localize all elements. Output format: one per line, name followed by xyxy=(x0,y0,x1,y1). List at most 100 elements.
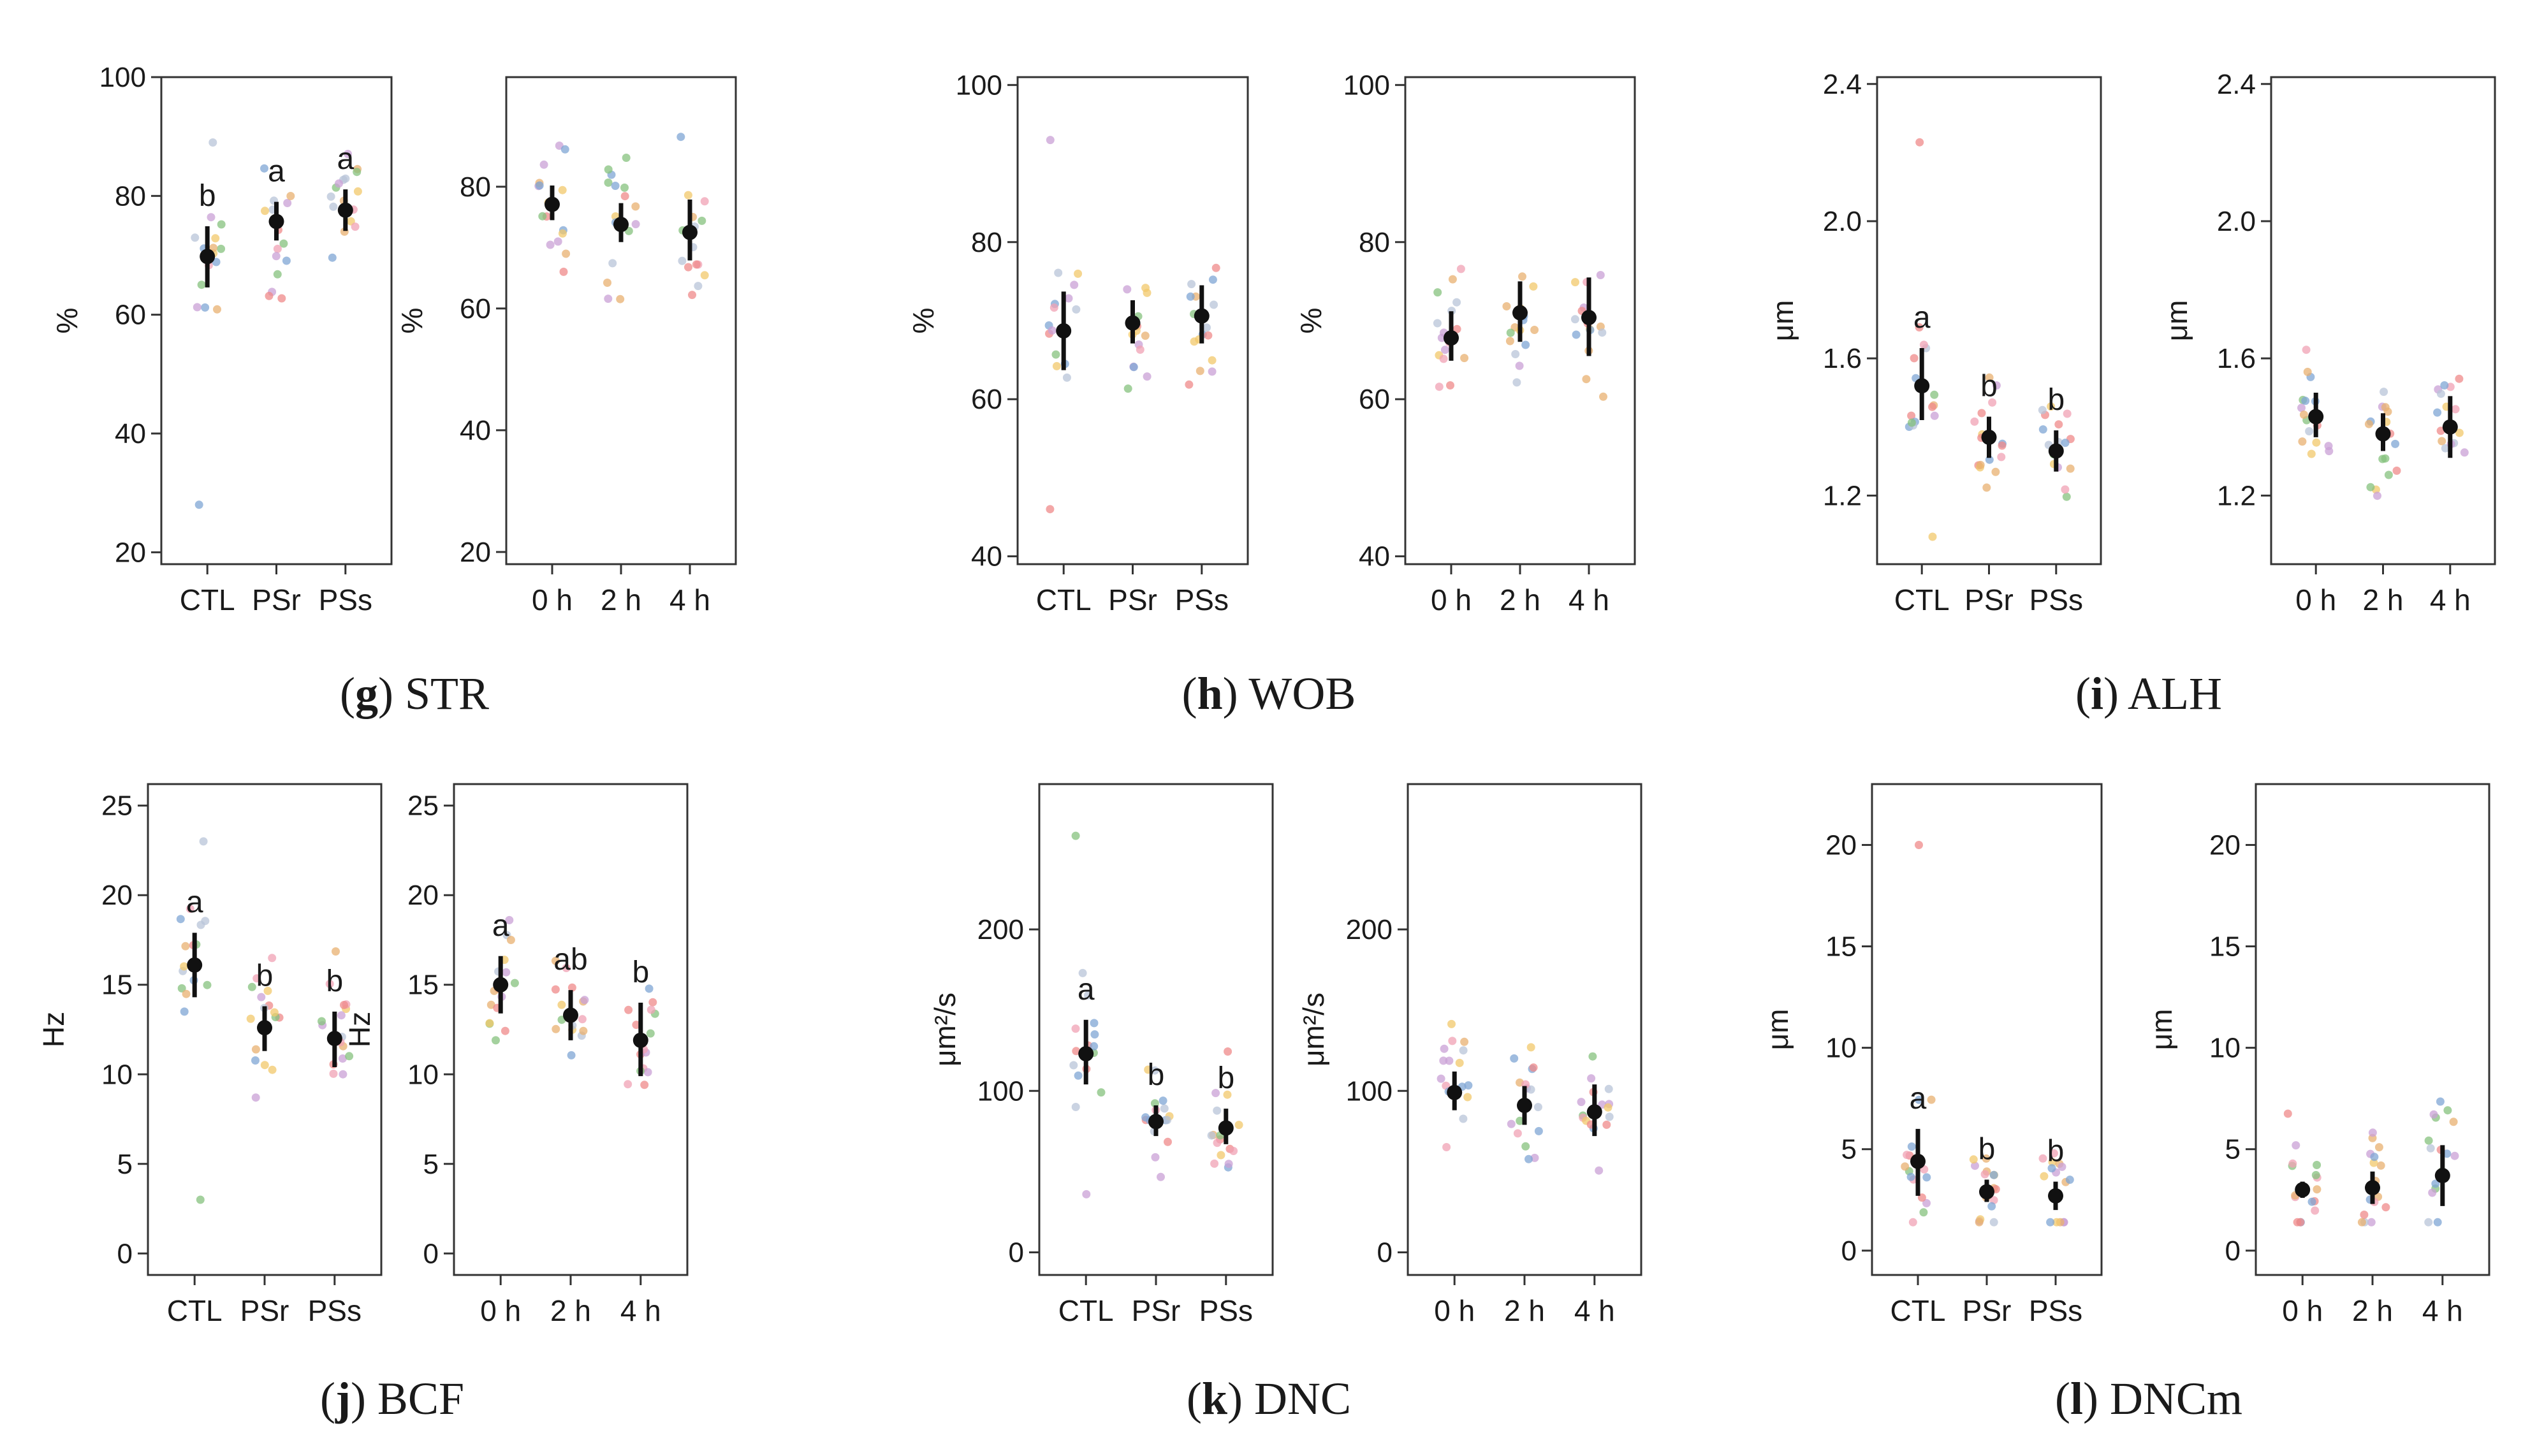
replicate-point xyxy=(1919,340,1928,349)
caption-letter: g xyxy=(355,668,378,719)
replicate-point xyxy=(1460,1037,1469,1046)
replicate-point xyxy=(2305,427,2314,435)
replicate-point xyxy=(283,199,292,207)
replicate-point xyxy=(1186,292,1195,301)
replicate-point xyxy=(2052,1218,2061,1227)
replicate-point xyxy=(1980,1170,1989,1179)
replicate-point xyxy=(1448,1037,1457,1045)
y-axis-label: % xyxy=(50,308,84,334)
mean-point xyxy=(1148,1114,1164,1130)
replicate-point xyxy=(552,1024,560,1033)
replicate-point xyxy=(1064,294,1073,303)
replicate-point xyxy=(1229,1147,1238,1155)
y-tick-label: 15 xyxy=(407,970,439,1001)
caption-letter: h xyxy=(1197,668,1223,719)
y-tick-label: 60 xyxy=(460,293,491,324)
bcf-right-panel: 0 5 10 15 20 25 Hz 0 h 2 h 4 h a ab b xyxy=(343,783,689,1327)
replicate-point xyxy=(1907,411,1916,420)
significance-letter: a xyxy=(337,142,354,176)
replicate-point xyxy=(539,160,548,169)
replicate-point xyxy=(1511,350,1520,358)
replicate-point xyxy=(2297,404,2306,412)
y-tick-label: 5 xyxy=(117,1149,133,1180)
replicate-point xyxy=(1530,326,1539,334)
x-tick-label: 2 h xyxy=(1500,583,1540,616)
replicate-point xyxy=(2061,439,2070,448)
replicate-point xyxy=(1460,354,1469,363)
mean-point xyxy=(337,202,353,218)
replicate-point xyxy=(567,1051,576,1059)
x-tick-label: CTL xyxy=(180,583,235,616)
mean-point xyxy=(1981,429,1997,445)
replicate-point xyxy=(1510,1054,1519,1063)
replicate-point xyxy=(560,145,569,154)
replicate-point xyxy=(318,1017,326,1026)
replicate-point xyxy=(604,295,613,303)
replicate-point xyxy=(558,186,567,194)
replicate-point xyxy=(2360,1211,2369,1219)
mean-point xyxy=(1517,1098,1532,1114)
replicate-point xyxy=(260,1061,269,1070)
replicate-point xyxy=(201,303,210,312)
replicate-point xyxy=(562,249,571,258)
replicate-point xyxy=(557,1000,566,1009)
caption-close-paren: ) xyxy=(1227,1373,1254,1424)
replicate-point xyxy=(2303,367,2312,376)
y-tick-label: 1.2 xyxy=(2217,480,2256,511)
replicate-point xyxy=(567,983,576,992)
replicate-point xyxy=(2302,346,2311,354)
replicate-point xyxy=(2066,464,2075,473)
mean-point xyxy=(545,196,560,212)
replicate-point xyxy=(1998,441,2007,450)
replicate-point xyxy=(329,202,338,211)
significance-letter: a xyxy=(1913,301,1931,335)
replicate-point xyxy=(1901,1162,1910,1171)
replicate-point xyxy=(2367,1218,2376,1227)
replicate-point xyxy=(1052,361,1061,370)
mean-point xyxy=(257,1020,272,1036)
replicate-point xyxy=(505,915,514,924)
replicate-point xyxy=(1506,328,1515,337)
caption-close-paren: ) xyxy=(351,1373,377,1424)
replicate-point xyxy=(261,207,269,215)
replicate-point xyxy=(2376,1161,2385,1170)
significance-letter: b xyxy=(199,179,216,213)
replicate-point xyxy=(2450,1151,2459,1160)
replicate-point xyxy=(1534,1126,1543,1135)
y-tick-label: 10 xyxy=(407,1059,439,1090)
replicate-point xyxy=(622,154,631,162)
mean-point xyxy=(326,1031,342,1047)
replicate-point xyxy=(1915,841,1923,849)
replicate-point xyxy=(1513,1129,1522,1138)
replicate-point xyxy=(616,295,625,303)
mean-point xyxy=(2442,419,2458,435)
caption-name: DNC xyxy=(1254,1373,1351,1424)
y-tick-label: 200 xyxy=(1346,914,1393,945)
replicate-point xyxy=(1187,280,1196,289)
replicate-point xyxy=(2038,1154,2047,1163)
replicate-point xyxy=(181,942,190,950)
replicate-point xyxy=(700,197,709,206)
replicate-point xyxy=(186,905,194,914)
x-tick-label: 0 h xyxy=(1431,583,1472,616)
significance-letter: a xyxy=(1910,1082,1927,1116)
replicate-point xyxy=(345,1052,354,1061)
replicate-point xyxy=(2038,425,2047,434)
replicate-point xyxy=(2283,1109,2292,1118)
replicate-point xyxy=(2424,1218,2433,1227)
y-tick-label: 40 xyxy=(460,415,491,446)
replicate-point xyxy=(1048,326,1057,335)
replicate-point xyxy=(2374,1143,2383,1152)
replicate-point xyxy=(2364,419,2373,428)
y-tick-label: 80 xyxy=(115,180,146,212)
replicate-point xyxy=(211,234,220,243)
replicate-point xyxy=(2438,437,2446,446)
y-tick-label: 20 xyxy=(460,537,491,568)
replicate-point xyxy=(2058,1162,2066,1171)
replicate-point xyxy=(1915,323,1924,331)
caption-letter: l xyxy=(2070,1373,2083,1424)
replicate-point xyxy=(648,998,657,1007)
replicate-point xyxy=(1446,381,1454,389)
replicate-point xyxy=(546,240,555,249)
replicate-point xyxy=(1505,337,1514,346)
